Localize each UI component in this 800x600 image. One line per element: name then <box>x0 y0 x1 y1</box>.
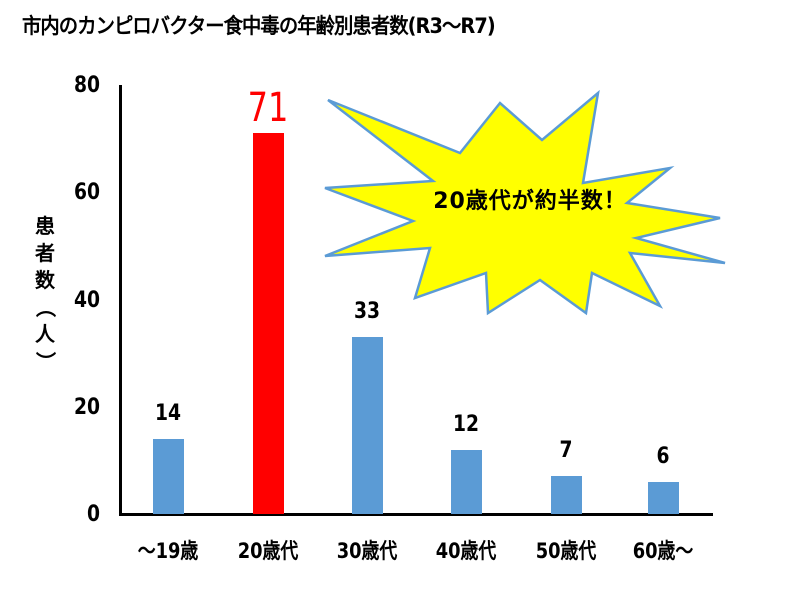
bar-value-label: 33 <box>353 299 381 325</box>
y-tick-label: 40 <box>73 288 100 313</box>
y-axis-label: 患 者 数 （ 人 ） <box>30 213 60 375</box>
x-tick-label: 20歳代 <box>237 539 299 563</box>
x-tick-label: 30歳代 <box>336 539 398 563</box>
y-axis-label-char: 人 <box>35 322 55 346</box>
bar-value-label: 12 <box>452 411 480 437</box>
bar-highlight <box>253 133 284 514</box>
x-axis-line <box>119 513 713 516</box>
y-tick-label: 0 <box>86 502 100 527</box>
bar-value-label: 7 <box>559 438 573 464</box>
bar <box>648 481 679 514</box>
y-axis-label-char: （ <box>33 297 58 318</box>
chart-title: 市内のカンピロバクター食中毒の年齢別患者数(R3〜R7) <box>22 14 496 38</box>
y-axis-label-char: 数 <box>35 268 55 292</box>
bar <box>352 337 383 514</box>
x-tick-label: 40歳代 <box>435 539 497 563</box>
y-tick-label: 80 <box>73 73 100 98</box>
bar-value-label: 14 <box>154 400 182 426</box>
y-axis-label-char: 者 <box>35 241 55 265</box>
bar <box>551 476 582 514</box>
bar <box>153 438 184 514</box>
bar-value-label: 6 <box>656 443 670 469</box>
y-axis-label-char: 患 <box>35 214 55 238</box>
y-axis-label-char: ） <box>33 351 58 372</box>
x-tick-label: 〜19歳 <box>137 539 199 563</box>
x-tick-label: 60歳〜 <box>632 539 694 563</box>
starburst-callout-icon <box>324 89 726 316</box>
y-tick-label: 20 <box>73 395 100 420</box>
y-axis-line <box>119 85 122 516</box>
callout-text: 20歳代が約半数！ <box>433 189 627 214</box>
y-tick-label: 60 <box>73 180 100 205</box>
bar <box>451 449 482 514</box>
x-tick-label: 50歳代 <box>535 539 597 563</box>
bar-value-label: 71 <box>247 85 289 132</box>
